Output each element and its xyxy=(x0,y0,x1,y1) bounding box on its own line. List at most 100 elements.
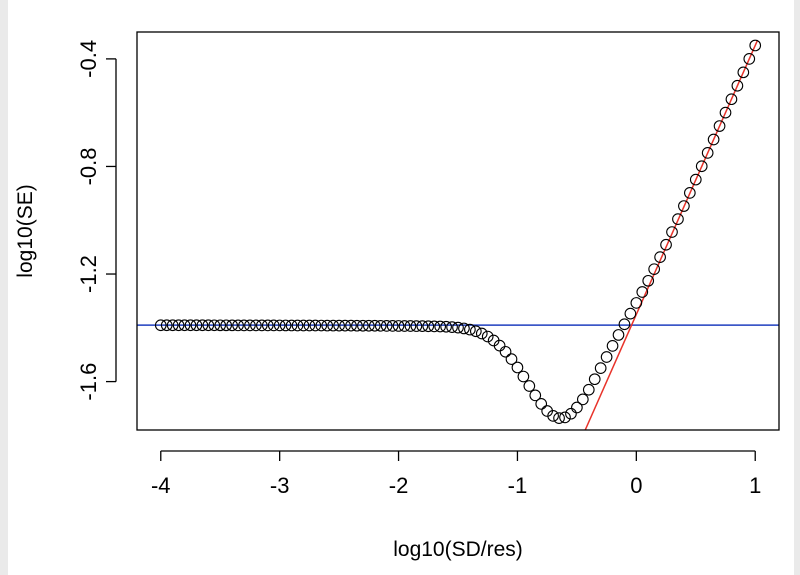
data-point xyxy=(351,319,363,332)
data-point xyxy=(689,173,702,186)
data-point xyxy=(285,319,298,332)
data-point xyxy=(571,401,583,414)
data-point xyxy=(208,319,221,332)
data-point xyxy=(719,106,732,119)
data-point xyxy=(499,345,512,358)
data-point xyxy=(368,319,381,332)
data-point xyxy=(374,319,387,332)
data-point xyxy=(398,320,411,332)
data-point xyxy=(648,263,661,276)
data-point xyxy=(713,120,726,132)
data-point xyxy=(327,319,340,332)
data-point xyxy=(386,320,399,332)
data-point xyxy=(695,160,708,173)
data-point xyxy=(267,319,280,332)
x-tick-label: -1 xyxy=(508,473,528,498)
data-point xyxy=(505,353,518,365)
data-point xyxy=(321,319,334,332)
data-point xyxy=(214,319,227,332)
data-point xyxy=(529,389,542,402)
data-point xyxy=(654,251,666,263)
data-point xyxy=(303,319,316,332)
data-point xyxy=(279,319,292,332)
data-point xyxy=(588,373,601,386)
data-point xyxy=(624,307,637,320)
data-point xyxy=(666,226,678,238)
data-point xyxy=(291,319,304,332)
data-point xyxy=(683,187,696,199)
data-point xyxy=(440,320,452,333)
data-point xyxy=(660,238,672,251)
data-point xyxy=(380,320,393,332)
data-point xyxy=(178,319,191,332)
data-point xyxy=(475,327,488,340)
data-point xyxy=(458,322,470,335)
data-point xyxy=(594,362,607,375)
data-point xyxy=(600,351,613,363)
data-point xyxy=(154,319,167,332)
y-axis-title: log10(SE) xyxy=(14,184,37,277)
y-tick-label: -1.2 xyxy=(76,255,101,293)
data-point xyxy=(184,319,197,332)
data-point xyxy=(678,200,690,212)
data-point xyxy=(582,383,595,396)
window-border-left xyxy=(0,0,8,575)
data-point xyxy=(749,39,762,52)
data-point xyxy=(166,319,179,332)
data-point xyxy=(297,319,310,332)
data-point xyxy=(232,319,244,332)
data-point xyxy=(731,79,744,92)
data-point xyxy=(244,319,256,332)
data-point xyxy=(565,407,577,420)
data-point xyxy=(511,361,524,374)
data-point xyxy=(273,319,286,332)
regression-line xyxy=(584,39,759,430)
plot-marks xyxy=(137,39,779,430)
plot-area-border xyxy=(136,31,780,431)
data-point xyxy=(333,319,345,332)
data-point xyxy=(416,320,429,332)
data-point xyxy=(339,319,351,332)
data-point xyxy=(493,339,506,352)
data-point xyxy=(357,319,369,332)
data-point xyxy=(642,274,655,287)
data-point xyxy=(392,320,405,332)
data-point xyxy=(190,319,203,332)
data-point xyxy=(517,370,530,383)
data-point xyxy=(630,297,643,309)
data-point xyxy=(428,320,441,333)
data-point xyxy=(446,321,458,333)
data-point xyxy=(345,319,357,332)
data-point xyxy=(672,213,684,225)
data-point xyxy=(743,53,756,65)
data-point xyxy=(250,319,262,332)
data-point xyxy=(434,320,447,333)
data-point xyxy=(612,329,625,341)
y-tick-label: -1.6 xyxy=(76,363,101,401)
data-point xyxy=(220,319,233,332)
data-point xyxy=(707,133,720,146)
y-tick-label: -0.8 xyxy=(76,147,101,185)
data-point xyxy=(255,319,268,332)
data-point xyxy=(196,319,209,332)
x-tick-label: 0 xyxy=(630,473,642,498)
y-tick-label: -0.4 xyxy=(76,40,101,78)
x-tick-label: 1 xyxy=(749,473,761,498)
x-tick-label: -4 xyxy=(151,473,171,498)
data-point xyxy=(202,319,215,332)
data-point xyxy=(535,398,548,410)
data-point xyxy=(553,412,565,424)
data-point xyxy=(226,319,238,332)
data-point xyxy=(422,320,435,333)
data-point xyxy=(481,330,494,343)
data-point xyxy=(362,319,375,332)
data-point xyxy=(172,319,185,332)
data-point xyxy=(737,66,750,79)
window-border-right xyxy=(794,0,800,575)
axes: -4 -3 -2 -1 0 1 -1.6 -1.2 -0.8 -0.4 xyxy=(76,40,761,498)
data-point xyxy=(160,319,173,332)
data-point xyxy=(464,323,476,336)
x-tick-label: -3 xyxy=(270,473,290,498)
data-point xyxy=(523,380,536,392)
